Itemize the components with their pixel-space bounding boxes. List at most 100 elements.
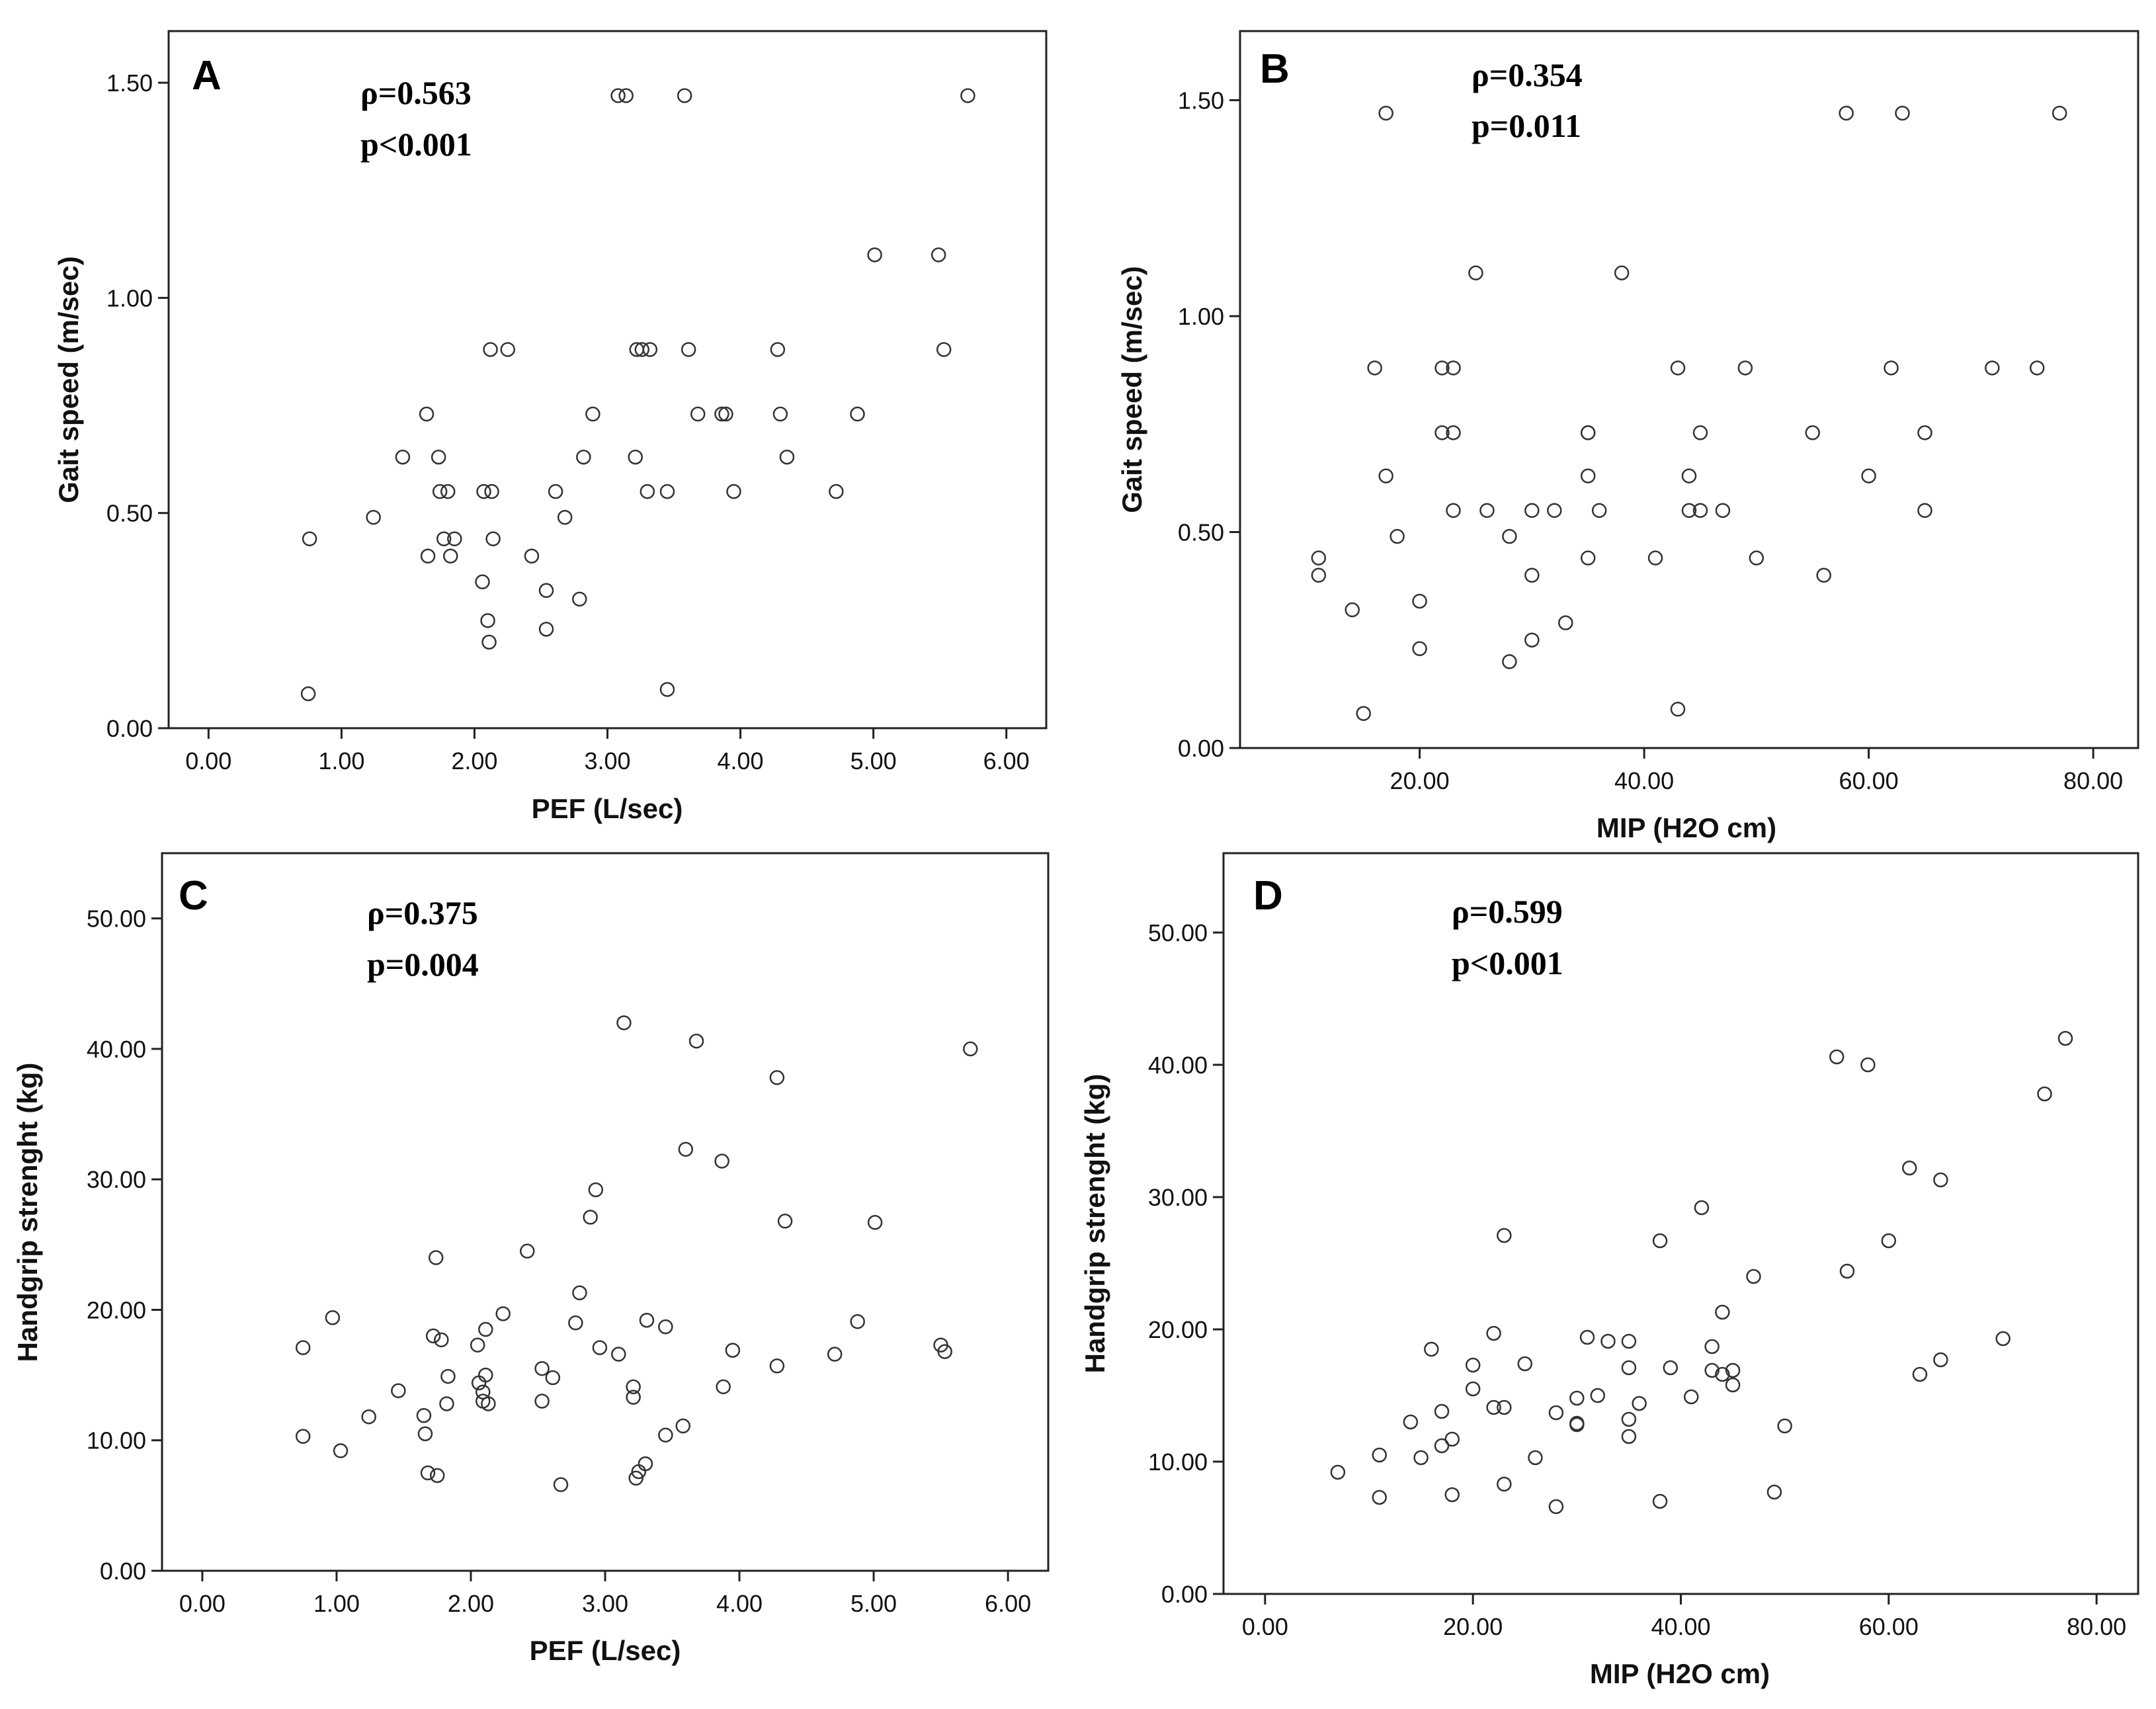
panel-a-point-49	[931, 247, 946, 263]
panel-b-point-4	[1367, 360, 1382, 376]
panel-b-point-28	[1591, 503, 1607, 519]
panel-a-y-tick-label-0: 0.00	[106, 715, 153, 742]
panel-d-rho: ρ=0.599	[1452, 893, 1563, 930]
panel-d-point-16	[1497, 1476, 1512, 1492]
panel-a-point-18	[485, 531, 501, 546]
panel-b-point-39	[1749, 550, 1764, 565]
panel-a-point-7	[432, 483, 448, 499]
panel-a-point-36	[659, 682, 675, 697]
panel-c-point-49	[769, 1358, 785, 1374]
panel-d-point-15	[1497, 1399, 1512, 1415]
panel-a-x-tick-label-2: 2.00	[451, 747, 497, 774]
panel-c-plot-area	[161, 852, 1050, 1572]
panel-d-x-label: MIP (H2O cm)	[1590, 1658, 1770, 1689]
panel-a-point-12	[475, 574, 490, 590]
panel-d-y-label: Handgrip strenght (kg)	[1079, 1074, 1110, 1374]
panel-a-point-34	[642, 342, 658, 357]
panel-c-point-11	[429, 1468, 445, 1483]
panel-b-y-tick-label-2: 1.00	[1178, 303, 1224, 330]
panel-a-point-15	[481, 634, 497, 650]
panel-a-x-tick-label-5: 5.00	[850, 747, 897, 774]
panel-c-point-27	[553, 1477, 569, 1493]
panel-a-point-22	[538, 622, 554, 637]
panel-c-rho: ρ=0.375	[367, 894, 478, 931]
panel-a-point-25	[572, 591, 587, 607]
panel-d-y-tick-label-0: 0.00	[1161, 1581, 1208, 1608]
panel-c-point-41	[658, 1427, 673, 1443]
panel-d-point-46	[1829, 1049, 1845, 1065]
panel-d-point-29	[1621, 1411, 1637, 1427]
panel-b-point-15	[1468, 265, 1483, 280]
panel-c-point-13	[439, 1396, 454, 1411]
panel-c-point-19	[478, 1321, 493, 1337]
panel-a: 0.00 1.00 2.00 3.00 4.00 5.00 6.00 0.00 0.50 1.00…	[53, 30, 1048, 824]
panel-a-plot-area	[167, 30, 1048, 729]
panel-d-point-13	[1486, 1399, 1501, 1415]
panel-c-p: p=0.004	[367, 946, 479, 983]
panel-d-point-40	[1715, 1366, 1730, 1382]
panel-a-y-tick-label-2: 1.00	[106, 284, 153, 312]
panel-d-point-9	[1444, 1487, 1460, 1503]
panel-d-point-49	[1881, 1233, 1897, 1249]
panel-c-point-2	[325, 1310, 341, 1325]
panel-c-point-1	[295, 1340, 311, 1355]
panel-d-point-7	[1434, 1403, 1450, 1419]
panel-d-point-35	[1683, 1389, 1699, 1405]
panel-d-point-3	[1403, 1414, 1419, 1430]
panel-c-points	[295, 1015, 978, 1493]
panel-c-point-43	[675, 1418, 691, 1434]
panel-a-point-3	[395, 449, 411, 465]
panel-d-point-8	[1444, 1431, 1460, 1447]
panel-b-point-41	[1816, 567, 1831, 583]
panel-a-point-23	[548, 483, 563, 499]
panel-a-ticks: 0.00 1.00 2.00 3.00 4.00 5.00 6.00 0.00 0.50 1.00…	[106, 69, 1030, 774]
panel-d-point-47	[1839, 1263, 1855, 1279]
panel-a-rho: ρ=0.563	[360, 74, 472, 111]
panel-c-x-tick-label-4: 4.00	[716, 1590, 763, 1617]
panel-b-x-label: MIP (H2O cm)	[1596, 812, 1776, 843]
panel-a-point-17	[484, 483, 499, 499]
panel-a-x-tick-label-1: 1.00	[318, 747, 364, 774]
panel-a-point-26	[576, 449, 591, 465]
panel-b-x-tick-label-2: 60.00	[1839, 767, 1899, 794]
panel-a-point-33	[640, 483, 655, 499]
panel-c-point-50	[769, 1070, 785, 1085]
panel-d-point-53	[1933, 1352, 1948, 1368]
panel-c-point-23	[519, 1243, 535, 1259]
panel-b-point-5	[1378, 468, 1393, 483]
panel-b-point-6	[1378, 105, 1393, 121]
panel-c-x-tick-label-5: 5.00	[850, 1590, 897, 1617]
panel-c-point-9	[425, 1328, 441, 1344]
panel-a-point-21	[538, 583, 554, 599]
panel-c-point-33	[611, 1347, 626, 1362]
panel-d-point-52	[1933, 1172, 1948, 1188]
panel-d-point-6	[1434, 1438, 1450, 1454]
panel-d-point-0	[1330, 1464, 1346, 1480]
panel-a-point-6	[431, 449, 446, 465]
panel-a-point-47	[850, 406, 865, 422]
panel-d-point-30	[1621, 1429, 1637, 1444]
panel-b-p: p=0.011	[1472, 107, 1581, 144]
panel-b-y-tick-label-0: 0.00	[1178, 735, 1224, 762]
panel-d-point-54	[1995, 1331, 2011, 1347]
panel-a-letter: A	[192, 53, 222, 99]
panel-c-point-26	[545, 1370, 561, 1386]
panel-b-point-35	[1692, 425, 1708, 440]
panel-d-y-tick-label-1: 10.00	[1148, 1448, 1208, 1476]
panel-a-point-35	[659, 483, 675, 499]
panel-a-points	[300, 88, 975, 702]
panel-b-y-label: Gait speed (m/sec)	[1116, 266, 1147, 513]
panel-d-point-36	[1694, 1200, 1710, 1216]
panel-b-ticks: 20.00 40.00 60.00 80.00 0.00 0.50 1.00 1.50	[1178, 87, 2123, 794]
panel-a-point-40	[714, 406, 729, 422]
panel-a-point-27	[585, 406, 601, 422]
panel-a-point-8	[436, 531, 452, 546]
panel-d-point-11	[1465, 1381, 1481, 1397]
panel-d-point-50	[1902, 1160, 1917, 1176]
panel-c-point-24	[534, 1394, 550, 1409]
panel-b-point-36	[1692, 503, 1708, 519]
panel-c-point-46	[714, 1153, 729, 1169]
panel-b-point-46	[1917, 425, 1932, 440]
panel-a-point-28	[610, 88, 626, 103]
